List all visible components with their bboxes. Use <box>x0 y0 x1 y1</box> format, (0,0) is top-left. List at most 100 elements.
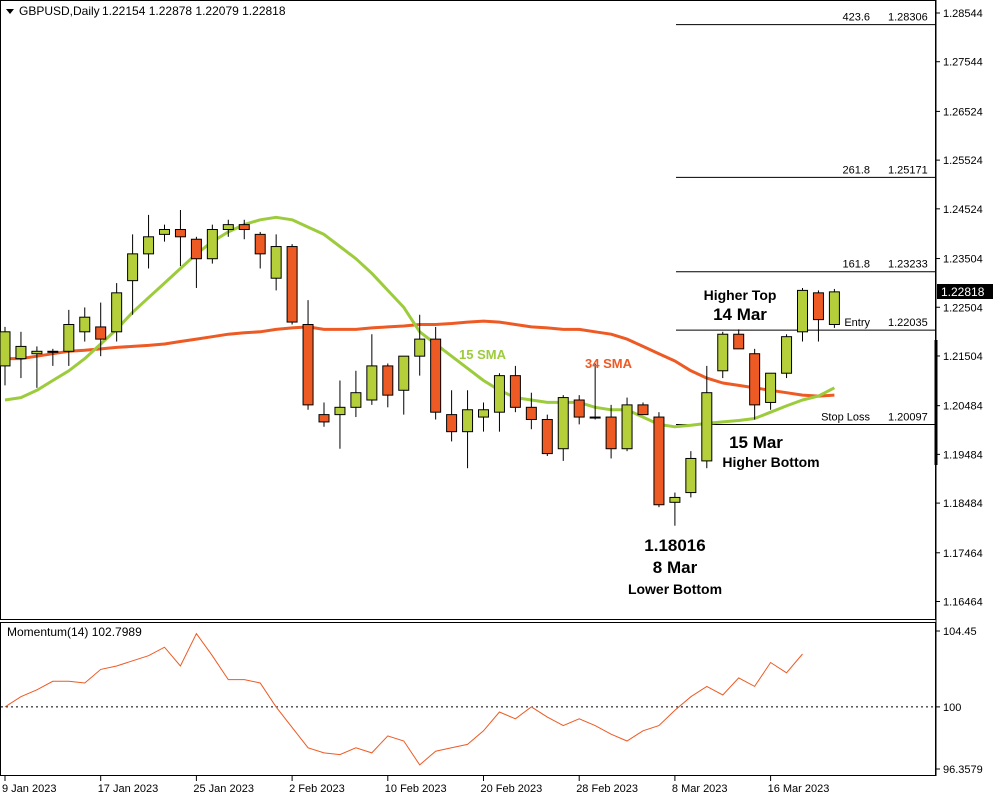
fib-level-label: Stop Loss <box>821 412 870 424</box>
bear-candle <box>525 406 537 420</box>
sma34-label: 34 SMA <box>585 356 633 371</box>
sma15-label: 15 SMA <box>459 347 507 362</box>
bear-candle <box>238 224 250 230</box>
fib-level-label: 423.6 <box>842 12 870 24</box>
date-tick-label: 16 Mar 2023 <box>768 783 830 795</box>
price-tick-label: 1.21504 <box>943 351 983 363</box>
date-tick-label: 2 Feb 2023 <box>289 783 345 795</box>
bull-candle <box>366 365 378 401</box>
bull-candle <box>398 355 410 391</box>
bull-candle <box>797 289 808 333</box>
price-tick-label: 1.19484 <box>943 449 983 461</box>
higher-top-date: 14 Mar <box>713 305 767 324</box>
price-tick-label: 1.28544 <box>943 8 983 20</box>
price-tick-label: 1.18484 <box>943 498 983 510</box>
bull-candle <box>222 224 234 230</box>
date-tick-label: 9 Jan 2023 <box>2 783 56 795</box>
chart-menu-arrow-icon[interactable] <box>6 9 14 14</box>
momentum-title: Momentum(14) 102.7989 <box>7 625 142 639</box>
fib-level-label: 261.8 <box>842 164 870 176</box>
lower-bottom-label: Lower Bottom <box>628 581 722 597</box>
bull-candle <box>557 397 569 450</box>
momentum-indicator: 104.45 100 96.3579 <box>1 626 983 776</box>
price-tick-label: 1.20484 <box>943 401 983 413</box>
bear-candle <box>95 326 107 340</box>
bull-candle <box>781 336 793 374</box>
candlesticks <box>0 210 840 526</box>
bull-candle <box>462 409 474 433</box>
bear-candle <box>733 333 745 350</box>
bull-candle <box>621 404 633 450</box>
bear-candle <box>382 365 394 396</box>
current-price-tag <box>937 284 993 299</box>
bull-candle <box>63 323 75 352</box>
price-tick-label: 1.27544 <box>943 57 983 69</box>
bull-candle <box>765 372 777 403</box>
fib-level-price: 1.20097 <box>888 412 928 424</box>
bull-candle <box>717 333 729 372</box>
indicator-frame <box>0 622 936 776</box>
bear-candle <box>605 416 617 450</box>
bull-candle <box>828 291 840 325</box>
bear-candle <box>573 399 585 418</box>
fib-level-label: 161.8 <box>842 259 870 271</box>
price-tick-label: 1.17464 <box>943 548 983 560</box>
higher-bottom-title: Higher Bottom <box>722 454 819 470</box>
fib-level-price: 1.28306 <box>888 12 928 24</box>
low-date-label: 8 Mar <box>653 558 698 577</box>
bull-candle <box>47 350 59 353</box>
bull-candle <box>669 496 681 503</box>
bear-candle <box>541 418 553 455</box>
bull-candle <box>15 345 27 360</box>
fib-level-label: Entry <box>844 317 870 329</box>
bull-candle <box>127 253 139 282</box>
date-tick-label: 28 Feb 2023 <box>576 783 638 795</box>
ohlc-values: 1.22154 1.22878 1.22079 1.22818 <box>102 4 286 18</box>
symbol-label: GBPUSD,Daily <box>19 4 100 18</box>
fib-level-price: 1.23233 <box>888 259 928 271</box>
bull-candle <box>493 375 505 413</box>
price-tick-label: 1.24524 <box>943 204 983 216</box>
date-tick-label: 20 Feb 2023 <box>481 783 543 795</box>
bull-candle <box>270 246 282 279</box>
price-tick-label: 1.23504 <box>943 254 983 266</box>
bull-candle <box>31 350 43 355</box>
main-chart-frame <box>0 0 936 620</box>
bull-candle <box>79 316 91 333</box>
momentum-line <box>4 632 803 766</box>
bear-candle <box>812 292 824 321</box>
price-tick-label: 1.22504 <box>943 302 983 314</box>
date-axis: 9 Jan 2023 17 Jan 2023 25 Jan 2023 2 Feb 20… <box>2 776 829 795</box>
price-tick-label: 1.16464 <box>943 597 983 609</box>
bear-candle <box>509 375 521 408</box>
momentum-tick-label: 100 <box>943 702 961 714</box>
bear-candle <box>174 228 186 238</box>
bull-candle <box>111 292 123 333</box>
date-tick-label: 17 Jan 2023 <box>98 783 159 795</box>
bear-candle <box>637 404 649 416</box>
low-price-label: 1.18016 <box>644 536 705 555</box>
bull-candle <box>159 228 170 235</box>
bull-candle <box>685 457 697 494</box>
momentum-tick-label: 96.3579 <box>943 764 983 776</box>
price-tick-label: 1.26524 <box>943 106 983 118</box>
bear-candle <box>749 353 761 406</box>
date-tick-label: 10 Feb 2023 <box>385 783 447 795</box>
bear-candle <box>302 323 314 406</box>
higher-bottom-date: 15 Mar <box>729 433 783 452</box>
bull-candle <box>334 406 346 416</box>
bull-candle <box>143 236 155 255</box>
momentum-tick-label: 104.45 <box>943 626 977 638</box>
bull-candle <box>414 338 426 357</box>
date-tick-label: 25 Jan 2023 <box>193 783 254 795</box>
fib-level-price: 1.25171 <box>888 164 928 176</box>
bull-candle <box>350 392 362 408</box>
date-tick-label: 8 Mar 2023 <box>672 783 728 795</box>
bull-candle <box>701 392 713 462</box>
bull-candle <box>589 416 601 419</box>
higher-top-title: Higher Top <box>704 287 777 303</box>
fibonacci-levels: 423.6 1.28306 261.8 1.25171 161.8 1.23233 Entr… <box>676 12 936 426</box>
bear-candle <box>430 338 442 413</box>
bear-candle <box>446 414 458 433</box>
